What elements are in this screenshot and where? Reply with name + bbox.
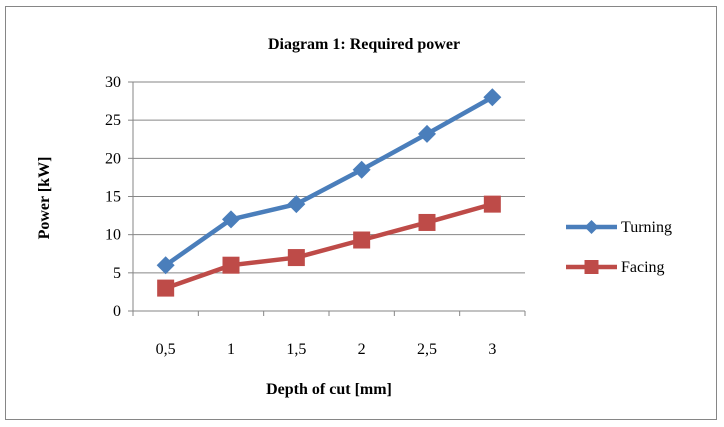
x-axis-title: Depth of cut [mm] bbox=[266, 381, 392, 398]
x-tick-label: 2 bbox=[358, 341, 366, 358]
data-point bbox=[157, 279, 175, 297]
series-line bbox=[164, 95, 494, 268]
gridlines bbox=[133, 81, 525, 274]
legend: Turning Facing bbox=[566, 219, 672, 276]
x-tick-label: 2,5 bbox=[417, 341, 437, 358]
y-tick-label: 15 bbox=[105, 189, 121, 206]
data-point bbox=[418, 213, 436, 231]
data-point bbox=[352, 160, 371, 179]
series-facing bbox=[157, 195, 501, 297]
y-tick-label: 5 bbox=[113, 265, 121, 282]
x-tick-label: 1,5 bbox=[286, 341, 306, 358]
x-tick-label: 0,5 bbox=[156, 341, 176, 358]
data-point bbox=[156, 256, 175, 275]
x-tick-label: 1 bbox=[227, 341, 235, 358]
x-tick-label: 3 bbox=[488, 341, 496, 358]
data-point bbox=[222, 210, 240, 229]
chart-title: Diagram 1: Required power bbox=[268, 36, 460, 53]
data-point bbox=[584, 220, 599, 234]
data-point bbox=[483, 195, 501, 213]
y-tick-label: 10 bbox=[105, 227, 121, 244]
data-point bbox=[584, 260, 599, 274]
data-point bbox=[353, 231, 371, 249]
data-point bbox=[222, 256, 240, 274]
data-point bbox=[483, 88, 502, 107]
legend-item-facing: Facing bbox=[566, 259, 665, 276]
plot-series bbox=[156, 88, 502, 297]
y-tick-label: 20 bbox=[105, 150, 121, 167]
chart-area bbox=[5, 6, 717, 420]
legend-label: Facing bbox=[621, 259, 665, 276]
y-tick-label: 30 bbox=[105, 74, 121, 91]
series-turning bbox=[156, 88, 502, 275]
y-tick-label: 0 bbox=[113, 303, 121, 320]
data-point bbox=[287, 249, 305, 267]
legend-item-turning: Turning bbox=[566, 219, 672, 236]
data-point bbox=[287, 195, 306, 214]
legend-label: Turning bbox=[621, 219, 672, 236]
y-axis-ticks: 0 5 10 15 20 25 30 bbox=[105, 74, 133, 320]
series-line bbox=[164, 201, 493, 291]
y-axis-title: Power [kW] bbox=[36, 157, 53, 240]
x-axis-ticks: 0,5 1 1,5 2 2,5 3 bbox=[132, 311, 526, 358]
y-tick-label: 25 bbox=[105, 112, 121, 129]
data-point bbox=[418, 124, 436, 143]
